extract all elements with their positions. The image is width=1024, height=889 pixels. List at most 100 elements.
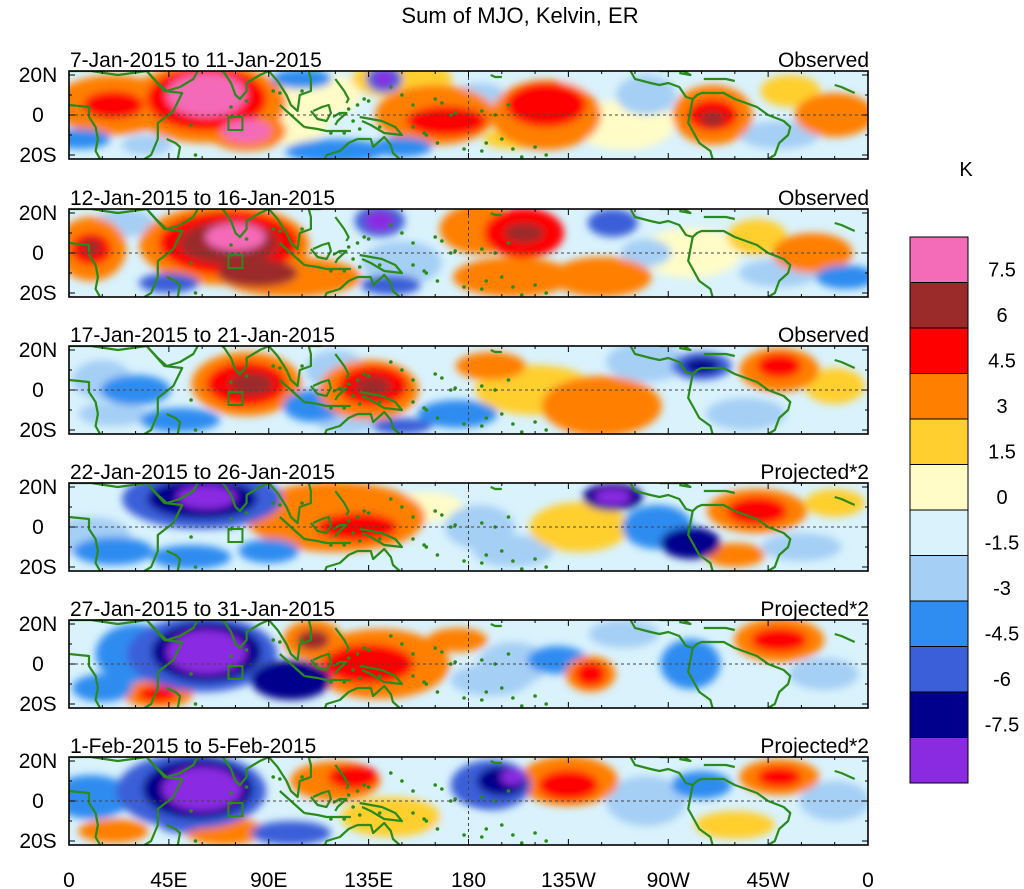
island-dot	[366, 237, 371, 241]
colorbar-swatch	[909, 646, 969, 693]
lon-label: 0	[862, 869, 874, 889]
island-dot	[499, 686, 504, 690]
island-dot	[389, 360, 393, 364]
anomaly-blob	[660, 527, 721, 559]
island-dot	[448, 388, 453, 392]
anomaly-blob	[704, 543, 765, 567]
island-dot	[355, 241, 360, 245]
island-dot	[357, 813, 362, 817]
island-dot	[189, 535, 193, 539]
island-dot	[193, 153, 198, 157]
coastline	[357, 273, 401, 297]
island-dot	[189, 672, 193, 676]
island-dot	[389, 771, 393, 775]
island-dot	[448, 662, 453, 666]
island-dot	[400, 368, 404, 372]
coastline	[490, 759, 502, 765]
island-dot	[499, 412, 504, 416]
colorbar-swatch	[909, 236, 969, 283]
coastline	[334, 764, 350, 790]
index-box	[227, 254, 244, 269]
island-dot	[411, 537, 415, 541]
coastline	[629, 620, 792, 708]
island-dot	[362, 646, 366, 650]
island-dot	[389, 223, 393, 227]
island-dot	[544, 702, 548, 706]
anomaly-blob	[452, 257, 573, 297]
lat-label: 0	[32, 653, 44, 676]
colorbar-label: 7.5	[988, 260, 1016, 282]
coastline	[490, 211, 502, 217]
coastline	[279, 790, 306, 814]
island-dot	[411, 400, 415, 404]
colorbar-swatch	[909, 737, 969, 784]
coastlines	[69, 71, 856, 159]
island-dot	[484, 416, 489, 420]
island-dot	[362, 509, 366, 513]
island-dot	[462, 559, 466, 563]
island-dot	[484, 279, 489, 283]
coastline	[703, 77, 736, 83]
coastline	[334, 78, 350, 104]
island-dot	[506, 103, 511, 107]
map-panel: 20N 0 20S 22-Jan-2015 to 26-Jan-2015 Project…	[19, 461, 869, 579]
coastline	[629, 483, 792, 571]
coastline	[197, 346, 327, 388]
island-dot	[366, 785, 371, 789]
coastline	[166, 412, 182, 434]
island-dot	[351, 257, 355, 261]
coastline	[334, 353, 350, 379]
panel-date-range: 17-Jan-2015 to 21-Jan-2015	[70, 324, 335, 347]
island-dot	[453, 660, 457, 664]
island-dot	[271, 227, 275, 231]
island-dot	[366, 374, 371, 378]
panel-date-range: 1-Feb-2015 to 5-Feb-2015	[70, 735, 316, 758]
anomaly-blob	[340, 797, 441, 837]
island-dot	[424, 408, 429, 412]
coastline	[687, 373, 714, 434]
island-dot	[229, 791, 233, 795]
coastline	[357, 821, 401, 845]
coastline	[357, 410, 401, 434]
lat-label: 20N	[19, 202, 58, 225]
island-dot	[462, 833, 466, 837]
coastline	[659, 71, 692, 77]
island-dot	[229, 105, 233, 109]
anomaly-blob	[355, 376, 392, 396]
anomaly-blob	[272, 71, 333, 89]
panel-kind: Projected*2	[760, 735, 869, 758]
anomaly-blob	[472, 535, 553, 567]
lon-label: 45W	[747, 869, 790, 889]
island-dot	[440, 239, 444, 243]
island-dot	[411, 515, 415, 519]
anomaly-blob	[538, 770, 599, 800]
island-dot	[351, 531, 355, 535]
island-dot	[453, 111, 457, 115]
island-dot	[411, 811, 415, 815]
coastline	[69, 789, 102, 845]
colorbar-label: 3	[996, 396, 1007, 418]
island-dot	[506, 515, 511, 519]
island-dot	[278, 777, 282, 781]
lon-label: 180	[451, 869, 486, 889]
lat-label: 0	[32, 516, 44, 539]
panel-kind: Observed	[778, 187, 869, 210]
island-dot	[435, 416, 440, 420]
colorbar-label: -6	[993, 669, 1011, 691]
island-dot	[278, 640, 282, 644]
island-dot	[271, 89, 275, 93]
island-dot	[389, 497, 393, 501]
anomaly-blob	[371, 418, 432, 434]
coastline	[304, 811, 351, 819]
island-dot	[278, 229, 282, 233]
island-dot	[189, 261, 193, 265]
coastline	[145, 209, 199, 231]
island-dot	[300, 227, 304, 231]
coastline	[703, 215, 736, 221]
island-dot	[355, 515, 360, 519]
anomaly-blob	[121, 135, 172, 155]
coastline	[304, 537, 351, 545]
coastline	[659, 620, 692, 626]
island-dot	[435, 553, 440, 557]
anomaly-blob	[760, 75, 821, 107]
